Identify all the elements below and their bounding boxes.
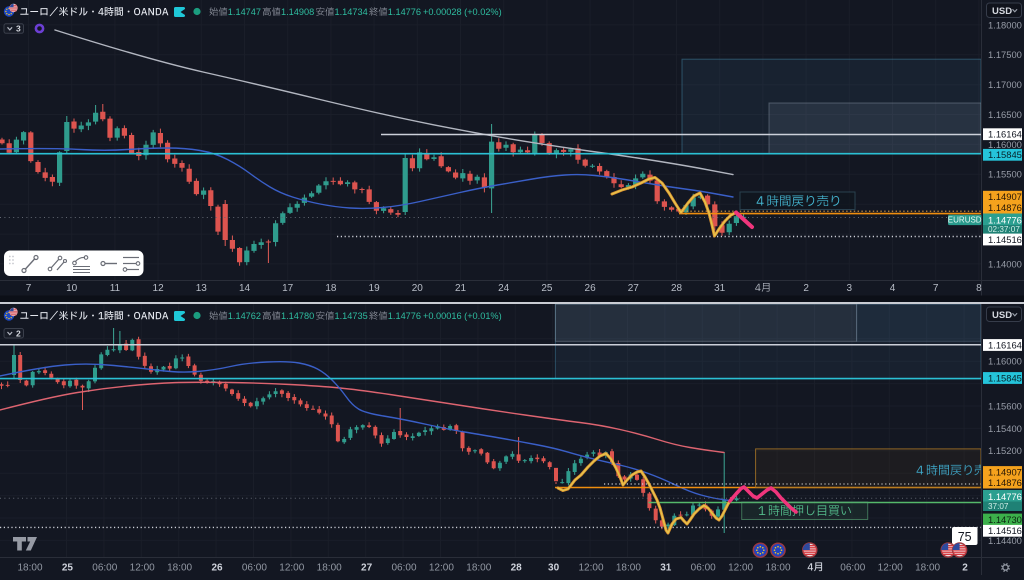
svg-text:18:00: 18:00 (466, 563, 491, 574)
svg-text:1.14000: 1.14000 (988, 258, 1022, 269)
svg-text:4: 4 (890, 283, 896, 294)
svg-text:25: 25 (541, 283, 553, 294)
svg-text:26: 26 (585, 283, 597, 294)
svg-text:+0.00028 (+0.02%): +0.00028 (+0.02%) (423, 7, 502, 17)
svg-text:18:00: 18:00 (765, 563, 790, 574)
svg-text:1.15845: 1.15845 (988, 372, 1022, 383)
svg-text:+0.00016 (+0.01%): +0.00016 (+0.01%) (423, 311, 502, 321)
svg-text:1.15600: 1.15600 (988, 400, 1022, 411)
svg-text:1.14762: 1.14762 (228, 311, 261, 321)
svg-text:18:00: 18:00 (317, 563, 342, 574)
svg-text:11: 11 (110, 283, 121, 294)
svg-text:19: 19 (369, 283, 381, 294)
svg-text:USD: USD (992, 6, 1012, 17)
svg-text:27: 27 (628, 283, 640, 294)
svg-text:27: 27 (361, 563, 373, 574)
svg-text:06:00: 06:00 (92, 563, 117, 574)
svg-text:1.14908: 1.14908 (281, 7, 314, 17)
svg-text:24: 24 (498, 283, 510, 294)
svg-text:1.16164: 1.16164 (988, 339, 1022, 350)
svg-text:12:00: 12:00 (130, 563, 155, 574)
svg-text:1.14516: 1.14516 (988, 525, 1022, 536)
svg-text:12: 12 (153, 283, 165, 294)
svg-text:1.16000: 1.16000 (988, 356, 1022, 367)
svg-text:1.14730: 1.14730 (988, 514, 1022, 525)
svg-text:1.14776: 1.14776 (988, 214, 1022, 225)
svg-text:USD: USD (992, 310, 1012, 321)
svg-text:02:37:07: 02:37:07 (988, 225, 1020, 234)
svg-text:10: 10 (66, 283, 78, 294)
svg-text:1.14516: 1.14516 (988, 234, 1022, 245)
svg-text:1.15400: 1.15400 (988, 423, 1022, 434)
svg-text:31: 31 (660, 563, 672, 574)
svg-text:1.14734: 1.14734 (335, 7, 368, 17)
svg-text:1.16500: 1.16500 (988, 109, 1022, 120)
svg-text:1.14776: 1.14776 (388, 311, 421, 321)
svg-text:37:07: 37:07 (988, 502, 1009, 511)
svg-text:12:00: 12:00 (878, 563, 903, 574)
svg-text:18:00: 18:00 (616, 563, 641, 574)
svg-text:06:00: 06:00 (242, 563, 267, 574)
svg-text:1.14876: 1.14876 (988, 477, 1022, 488)
svg-text:1.14780: 1.14780 (281, 311, 314, 321)
svg-text:2: 2 (803, 283, 809, 294)
svg-text:1.14907: 1.14907 (988, 466, 1022, 477)
svg-text:12:00: 12:00 (279, 563, 304, 574)
svg-text:1.17000: 1.17000 (988, 79, 1022, 90)
svg-text:1.14747: 1.14747 (228, 7, 261, 17)
svg-text:1.16164: 1.16164 (988, 129, 1022, 140)
svg-text:1.14907: 1.14907 (988, 191, 1022, 202)
svg-text:1.14400: 1.14400 (988, 535, 1022, 546)
svg-text:06:00: 06:00 (840, 563, 865, 574)
svg-text:30: 30 (548, 563, 560, 574)
svg-text:7: 7 (26, 283, 32, 294)
svg-text:1.14776: 1.14776 (988, 491, 1022, 502)
svg-text:12:00: 12:00 (578, 563, 603, 574)
svg-text:2: 2 (962, 563, 968, 574)
svg-text:75: 75 (958, 530, 972, 544)
svg-text:18:00: 18:00 (915, 563, 940, 574)
svg-text:21: 21 (455, 283, 467, 294)
svg-text:18: 18 (325, 283, 337, 294)
svg-text:26: 26 (211, 563, 223, 574)
svg-text:20: 20 (412, 283, 424, 294)
svg-text:06:00: 06:00 (391, 563, 416, 574)
svg-text:1.15845: 1.15845 (988, 149, 1022, 160)
svg-text:EURUSD: EURUSD (948, 216, 982, 225)
svg-text:17: 17 (282, 283, 294, 294)
svg-text:28: 28 (671, 283, 683, 294)
svg-text:18:00: 18:00 (167, 563, 192, 574)
svg-text:12:00: 12:00 (728, 563, 753, 574)
svg-text:12:00: 12:00 (429, 563, 454, 574)
svg-text:13: 13 (196, 283, 208, 294)
svg-text:1.18000: 1.18000 (988, 19, 1022, 30)
svg-text:1.17500: 1.17500 (988, 49, 1022, 60)
svg-text:28: 28 (511, 563, 523, 574)
svg-text:1.16000: 1.16000 (988, 139, 1022, 150)
svg-text:1.14776: 1.14776 (388, 7, 421, 17)
svg-text:8: 8 (976, 283, 982, 294)
svg-text:06:00: 06:00 (691, 563, 716, 574)
svg-text:1.14735: 1.14735 (335, 311, 368, 321)
svg-text:7: 7 (933, 283, 939, 294)
svg-text:1.14876: 1.14876 (988, 202, 1022, 213)
svg-text:1.15200: 1.15200 (988, 445, 1022, 456)
svg-text:2: 2 (16, 328, 21, 338)
svg-text:14: 14 (239, 283, 251, 294)
svg-text:3: 3 (847, 283, 853, 294)
svg-text:25: 25 (62, 563, 74, 574)
svg-text:1.15500: 1.15500 (988, 169, 1022, 180)
svg-text:18:00: 18:00 (17, 563, 42, 574)
svg-text:3: 3 (16, 24, 21, 34)
svg-text:31: 31 (714, 283, 726, 294)
